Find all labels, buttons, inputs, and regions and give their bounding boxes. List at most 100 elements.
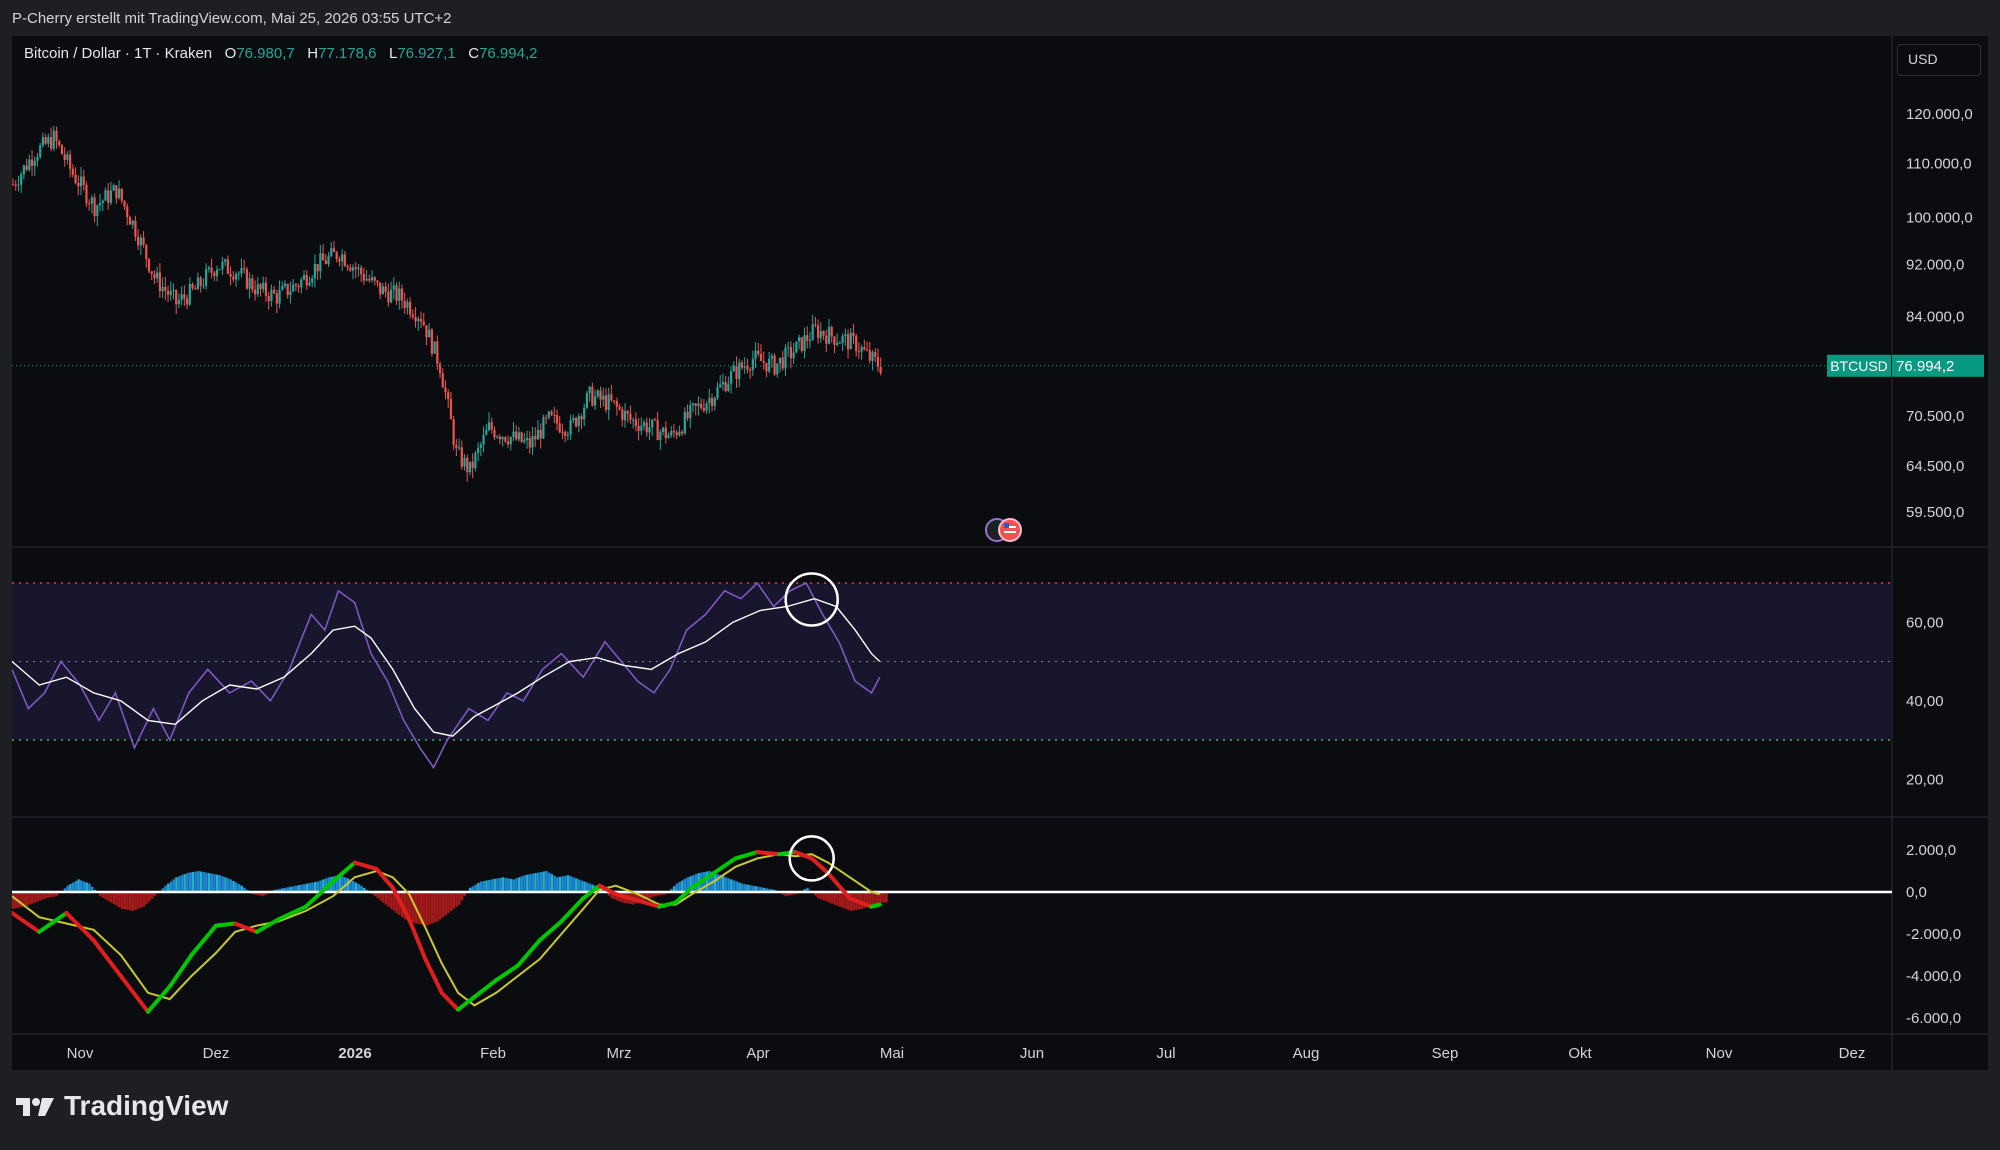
macd-histogram-bar xyxy=(232,880,235,892)
macd-histogram-bar xyxy=(392,892,396,911)
price-candle xyxy=(360,264,363,283)
macd-line-segment xyxy=(809,856,830,876)
macd-histogram-bar xyxy=(69,884,72,892)
macd-histogram-bar xyxy=(504,877,507,892)
candle-body xyxy=(351,267,355,271)
candle-body xyxy=(302,274,306,280)
candle-body xyxy=(642,422,646,426)
time-axis-label: Feb xyxy=(480,1045,506,1062)
time-axis-label: Jul xyxy=(1156,1045,1175,1062)
candle-body xyxy=(773,355,776,375)
candle-body xyxy=(822,331,825,336)
candle-body xyxy=(362,273,365,281)
macd-histogram-bar xyxy=(177,876,181,892)
price-candle xyxy=(191,282,194,291)
candle-body xyxy=(778,357,782,364)
price-candle xyxy=(561,423,564,440)
price-candle xyxy=(36,152,39,167)
macd-histogram-bar xyxy=(512,879,515,892)
macd-histogram-bar xyxy=(281,888,284,892)
price-candle xyxy=(865,341,869,352)
candle-body xyxy=(724,381,727,392)
candle-body xyxy=(588,386,591,394)
candle-body xyxy=(36,157,39,161)
price-candle xyxy=(262,276,265,293)
macd-histogram-bar xyxy=(534,873,537,892)
macd-line-segment xyxy=(374,866,395,890)
chart-area[interactable]: 120.000,0 110.000,0 100.000,0 92.000,0 84.00… xyxy=(12,36,1988,1070)
macd-line-segment xyxy=(777,850,798,857)
price-candle xyxy=(351,264,355,280)
macd-histogram-bar xyxy=(322,879,325,892)
candle-body xyxy=(593,396,597,406)
chart-svg[interactable]: 120.000,0 110.000,0 100.000,0 92.000,0 84.00… xyxy=(12,36,1988,1070)
price-candle xyxy=(691,402,695,413)
price-candle xyxy=(784,344,787,376)
high-value: 77.178,6 xyxy=(318,45,377,62)
symbol-name[interactable]: Bitcoin / Dollar · 1T · Kraken xyxy=(24,45,213,62)
macd-line-segment xyxy=(515,938,542,968)
macd-histogram-bar xyxy=(575,878,578,892)
price-candle xyxy=(846,329,850,359)
macd-histogram-bar xyxy=(41,892,45,900)
candle-body xyxy=(96,205,99,217)
macd-histogram-bar xyxy=(316,881,320,892)
symbol-legend[interactable]: Bitcoin / Dollar · 1T · Kraken O76.980,7… xyxy=(24,45,537,62)
macd-line-segment xyxy=(755,850,782,857)
currency-button[interactable]: USD xyxy=(1897,44,1981,76)
price-candle xyxy=(585,390,589,410)
price-candle xyxy=(379,282,382,299)
price-candle xyxy=(694,402,697,416)
macd-histogram-bar xyxy=(876,892,880,904)
macd-histogram-bar xyxy=(221,876,224,892)
candle-body xyxy=(346,265,349,268)
candle-body xyxy=(800,337,803,352)
macd-histogram-bar xyxy=(675,883,679,892)
tradingview-logo-icon xyxy=(16,1098,54,1116)
candle-body xyxy=(694,403,697,407)
macd-histogram-bar xyxy=(85,882,88,892)
macd-histogram-bar xyxy=(803,889,807,892)
open-value: 76.980,7 xyxy=(236,45,295,62)
price-candle xyxy=(60,144,64,155)
candle-body xyxy=(806,335,809,341)
price-candle xyxy=(180,286,183,306)
macd-histogram-bar xyxy=(482,880,486,892)
candle-body xyxy=(819,331,822,339)
price-candle xyxy=(632,417,635,429)
price-candle xyxy=(545,414,548,425)
candle-body xyxy=(142,237,145,245)
macd-histogram-bar xyxy=(148,892,151,902)
macd-histogram-bar xyxy=(501,877,505,892)
macd-histogram-bar xyxy=(828,892,831,903)
candle-body xyxy=(482,434,485,445)
candle-body xyxy=(128,217,132,225)
candle-body xyxy=(240,268,243,274)
price-candle xyxy=(512,421,515,442)
macd-histogram-bar xyxy=(300,884,303,892)
price-tag-symbol-bg xyxy=(1827,354,1891,377)
candle-body xyxy=(30,159,34,166)
candle-body xyxy=(22,165,25,175)
price-candle xyxy=(47,133,50,148)
price-candle xyxy=(626,409,629,423)
price-candle xyxy=(218,268,221,271)
price-candle xyxy=(504,436,507,444)
macd-histogram-bar xyxy=(708,871,711,892)
candle-body xyxy=(313,264,317,279)
macd-histogram-bar xyxy=(80,880,83,892)
candle-body xyxy=(71,168,74,175)
candle-body xyxy=(300,279,303,288)
macd-histogram-bar xyxy=(536,872,540,892)
price-candle xyxy=(520,431,523,444)
candle-body xyxy=(797,337,801,342)
price-candle xyxy=(297,283,300,293)
candle-body xyxy=(683,411,686,434)
macd-histogram-bar xyxy=(289,886,292,892)
candle-body xyxy=(501,437,504,440)
price-candle xyxy=(302,269,306,281)
price-tag-symbol: BTCUSD xyxy=(1830,358,1888,374)
tradingview-logo[interactable]: TradingView xyxy=(14,1090,228,1122)
macd-histogram-bar xyxy=(216,874,219,892)
low-label: L xyxy=(388,45,398,62)
